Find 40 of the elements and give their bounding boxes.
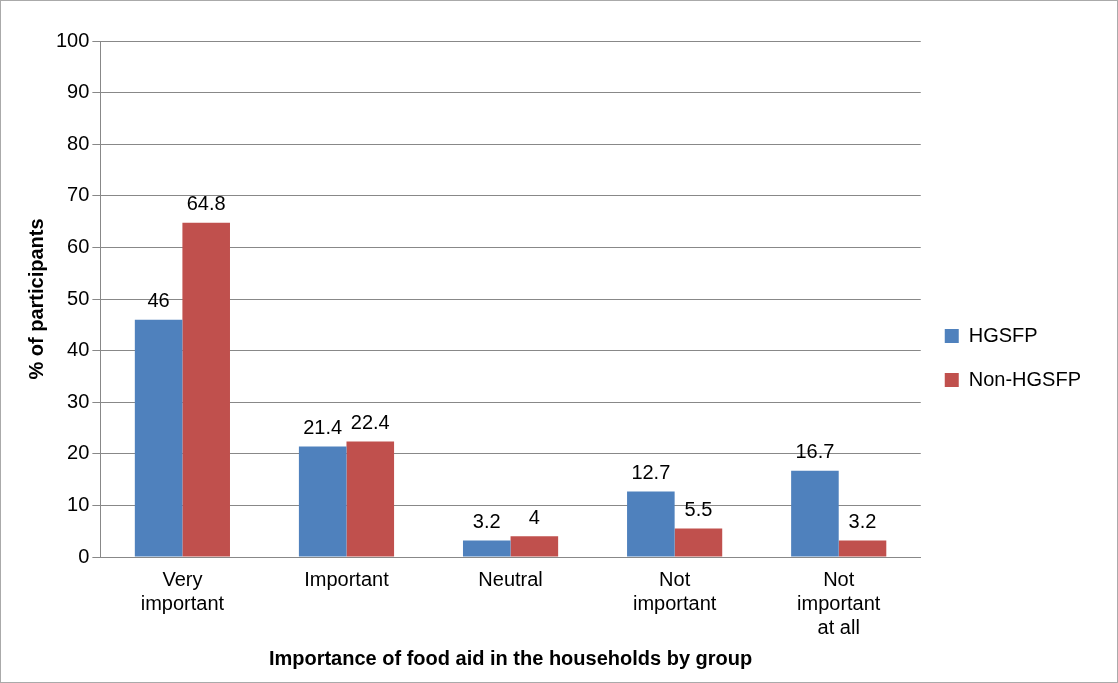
x-tick-label: Important [304, 567, 390, 590]
y-tick-label: 50 [67, 286, 90, 309]
bar [838, 540, 887, 557]
bar [791, 470, 839, 557]
y-tick-label: 80 [67, 131, 90, 154]
data-label: 3.2 [472, 510, 501, 532]
legend-label: Non-HGSFP [968, 367, 1081, 390]
y-tick-label: 70 [67, 183, 90, 206]
y-tick-label: 60 [67, 234, 90, 257]
y-tick-label: 30 [67, 389, 90, 412]
bar [346, 441, 395, 557]
data-label: 46 [147, 289, 170, 312]
data-label: 12.7 [631, 460, 671, 483]
bar [298, 446, 347, 557]
bar [627, 491, 675, 557]
y-tick-label: 90 [67, 80, 90, 103]
y-axis-title: % of participants [24, 218, 47, 380]
y-tick-label: 40 [67, 338, 90, 361]
legend-label: HGSFP [968, 323, 1038, 346]
data-label: 16.7 [795, 440, 835, 463]
data-label: 22.4 [350, 410, 390, 433]
y-tick-label: 0 [78, 544, 90, 567]
y-tick-label: 100 [55, 28, 90, 51]
bar [462, 540, 511, 557]
y-tick-label: 10 [67, 492, 90, 515]
bar [510, 536, 559, 557]
bar [182, 222, 230, 557]
data-label: 4 [528, 505, 540, 528]
x-tick-label: Not important [632, 567, 717, 614]
bar [134, 319, 183, 557]
x-tick-label: Neutral [478, 567, 543, 590]
data-label: 3.2 [848, 510, 877, 532]
x-axis-title: Importance of food aid in the households by group [268, 646, 753, 669]
data-label: 64.8 [186, 192, 226, 215]
bar [674, 528, 723, 557]
data-label: 21.4 [303, 416, 343, 439]
x-tick-label: Very important [140, 567, 225, 614]
x-tick-label: Not important at all [797, 567, 881, 638]
y-tick-label: 20 [67, 441, 90, 464]
data-label: 5.5 [684, 498, 713, 521]
